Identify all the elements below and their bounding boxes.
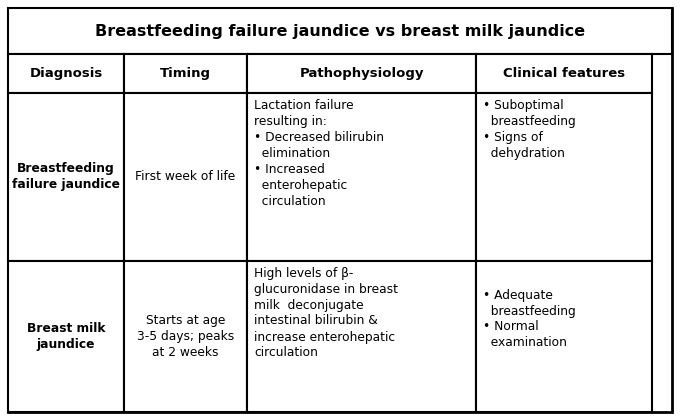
Text: Breast milk
jaundice: Breast milk jaundice	[27, 322, 105, 351]
Bar	[8, 260, 124, 412]
Text: High levels of β-
glucuronidase in breast
milk  deconjugate
intestinal bilirubin: High levels of β- glucuronidase in breas…	[254, 267, 398, 360]
Bar	[476, 260, 652, 412]
Bar	[476, 55, 652, 93]
Text: Timing: Timing	[160, 67, 211, 80]
Bar	[247, 55, 476, 93]
Text: Clinical features: Clinical features	[503, 67, 625, 80]
Bar	[8, 8, 672, 55]
Text: Breastfeeding failure jaundice vs breast milk jaundice: Breastfeeding failure jaundice vs breast…	[95, 24, 585, 39]
Bar	[8, 55, 124, 93]
Bar	[124, 260, 247, 412]
Text: First week of life: First week of life	[135, 170, 236, 183]
Bar	[247, 260, 476, 412]
Text: Lactation failure
resulting in:
• Decreased bilirubin
  elimination
• Increased
: Lactation failure resulting in: • Decrea…	[254, 99, 384, 208]
Bar	[247, 93, 476, 260]
Bar	[476, 93, 652, 260]
Text: • Suboptimal
  breastfeeding
• Signs of
  dehydration: • Suboptimal breastfeeding • Signs of de…	[483, 99, 576, 160]
Text: Breastfeeding
failure jaundice: Breastfeeding failure jaundice	[12, 162, 120, 191]
Text: Diagnosis: Diagnosis	[29, 67, 103, 80]
Bar	[124, 93, 247, 260]
Text: Pathophysiology: Pathophysiology	[299, 67, 424, 80]
Bar	[124, 55, 247, 93]
Text: • Adequate
  breastfeeding
• Normal
  examination: • Adequate breastfeeding • Normal examin…	[483, 289, 576, 349]
Text: Starts at age
3-5 days; peaks
at 2 weeks: Starts at age 3-5 days; peaks at 2 weeks	[137, 314, 234, 359]
Bar	[8, 93, 124, 260]
